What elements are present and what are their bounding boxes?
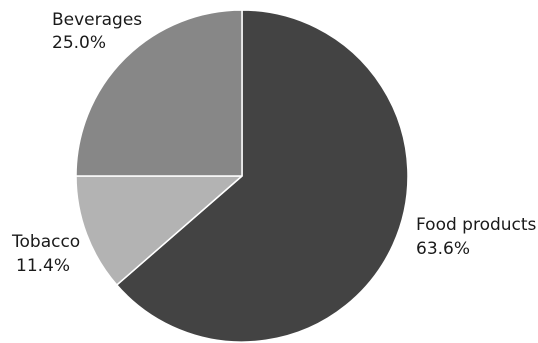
slice-value-food-products: 63.6% [416, 239, 470, 259]
slice-value-beverages: 25.0% [52, 33, 106, 53]
label-food-products: Food products 63.6% [416, 215, 537, 259]
pie-slices [75, 9, 409, 343]
slice-food-products [116, 9, 409, 343]
slice-label-food-products: Food products [416, 215, 537, 235]
slice-tobacco [75, 175, 243, 286]
slice-label-beverages: Beverages [52, 10, 142, 30]
slice-value-tobacco: 11.4% [16, 256, 70, 276]
slice-label-tobacco: Tobacco [11, 232, 80, 252]
label-tobacco: Tobacco 11.4% [11, 232, 80, 276]
label-beverages: Beverages 25.0% [52, 10, 142, 53]
slice-beverages [75, 9, 243, 177]
